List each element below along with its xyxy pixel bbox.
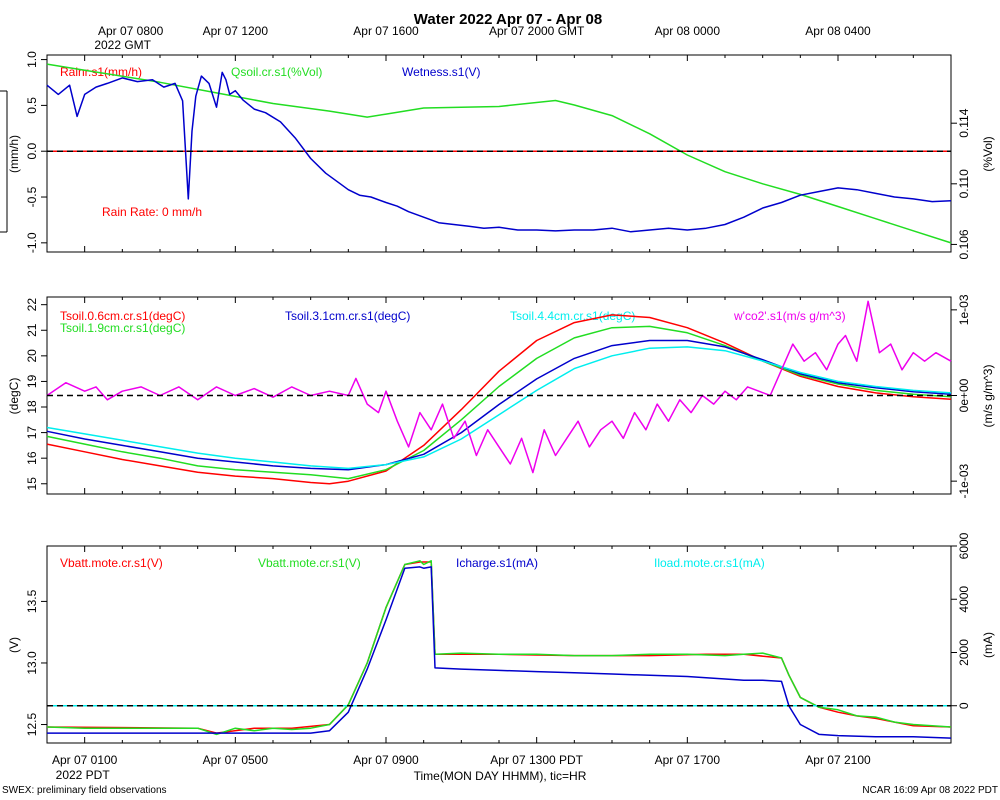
right-tick-label: 0 xyxy=(957,702,971,709)
x-axis-label: Time(MON DAY HHMM), tic=HR xyxy=(414,769,587,783)
left-tick-label: -1.0 xyxy=(25,232,39,253)
panel-power: Vbatt.mote.cr.s1(V) Vbatt.mote.cr.s1(V) … xyxy=(7,532,995,744)
legend-icharge: Icharge.s1(mA) xyxy=(456,556,538,570)
bottom-tick-sublabel: 2022 PDT xyxy=(56,768,111,782)
footer-left: SWEX: preliminary field observations xyxy=(2,785,167,796)
left-tick-label: 12.5 xyxy=(25,713,39,737)
panel-soil-temperature: Tsoil.0.6cm.cr.s1(degC) Tsoil.1.9cm.cr.s… xyxy=(7,294,995,498)
top-tick-label: Apr 08 0000 xyxy=(655,24,721,38)
series-line-1-3 xyxy=(46,346,952,470)
bottom-tick-label: Apr 07 0500 xyxy=(203,753,269,767)
legend-vbatt-green: Vbatt.mote.cr.s1(V) xyxy=(258,556,361,570)
series-line-1-0 xyxy=(46,314,952,485)
series-line-2-1 xyxy=(46,560,952,736)
series-line-0-2 xyxy=(46,71,952,233)
right-tick-label: 1e-03 xyxy=(957,294,971,325)
chart-title: Water 2022 Apr 07 - Apr 08 xyxy=(414,11,602,28)
left-edge-mark xyxy=(0,90,8,233)
top-tick-sublabel: 2022 GMT xyxy=(94,38,151,52)
bottom-tick-label: Apr 07 1700 xyxy=(655,753,721,767)
bottom-tick-label: Apr 07 1300 PDT xyxy=(490,753,583,767)
left-tick-label: 20 xyxy=(25,349,39,363)
panel-power-right-label: (mA) xyxy=(981,632,995,658)
series-line-0-1 xyxy=(46,63,952,244)
legend-wetness: Wetness.s1(V) xyxy=(402,65,480,79)
left-tick-label: 22 xyxy=(25,298,39,312)
legend-iload: Iload.mote.cr.s1(mA) xyxy=(654,556,765,570)
left-tick-label: 1.0 xyxy=(25,51,39,68)
panel-water: Rainr.s1(mm/h) Qsoil.cr.s1(%Vol) Wetness… xyxy=(7,51,995,260)
footer-right: NCAR 16:09 Apr 08 2022 PDT xyxy=(862,785,998,796)
top-tick-label: Apr 07 0800 xyxy=(98,24,164,38)
left-tick-label: -0.5 xyxy=(25,186,39,207)
right-tick-label: 0.110 xyxy=(957,169,971,198)
legend-tsoil-0-6: Tsoil.0.6cm.cr.s1(degC) xyxy=(60,309,185,323)
left-tick-label: 18 xyxy=(25,400,39,414)
legend-qsoil: Qsoil.cr.s1(%Vol) xyxy=(231,65,322,79)
rain-rate-annotation: Rain Rate: 0 mm/h xyxy=(102,205,202,219)
series-line-2-2 xyxy=(47,566,952,739)
right-tick-label: 6000 xyxy=(957,532,971,559)
bottom-tick-label: Apr 07 0100 xyxy=(52,753,118,767)
legend-wco2: w'co2'.s1(m/s g/m^3) xyxy=(733,309,846,323)
left-tick-label: 0.0 xyxy=(25,143,39,160)
series-line-1-1 xyxy=(46,325,952,480)
panel-power-left-label: (V) xyxy=(7,637,21,653)
series-line-1-2 xyxy=(46,339,952,471)
left-tick-label: 15 xyxy=(25,477,39,491)
left-tick-label: 13.5 xyxy=(25,589,39,613)
bottom-tick-label: Apr 07 0900 xyxy=(353,753,419,767)
right-tick-label: 0e+00 xyxy=(957,378,971,412)
left-tick-label: 21 xyxy=(25,323,39,337)
bottom-tick-label: Apr 07 2100 xyxy=(805,753,871,767)
top-tick-label: Apr 07 1600 xyxy=(353,24,419,38)
panel-soil-left-label: (degC) xyxy=(7,378,21,415)
left-tick-label: 19 xyxy=(25,374,39,388)
top-tick-label: Apr 07 2000 GMT xyxy=(489,24,585,38)
right-tick-label: 0.114 xyxy=(957,108,971,137)
legend-tsoil-4-4: Tsoil.4.4cm.cr.s1(degC) xyxy=(510,309,635,323)
left-tick-label: 17 xyxy=(25,426,39,440)
left-tick-label: 13.0 xyxy=(25,651,39,675)
legend-tsoil-3-1: Tsoil.3.1cm.cr.s1(degC) xyxy=(285,309,410,323)
right-tick-label: 2000 xyxy=(957,639,971,666)
legend-tsoil-1-9: Tsoil.1.9cm.cr.s1(degC) xyxy=(60,321,185,335)
panel-water-right-label: (%Vol) xyxy=(981,136,995,171)
series-line-1-4 xyxy=(46,300,952,474)
panel-water-left-label: (mm/h) xyxy=(7,135,21,173)
legend-vbatt-red: Vbatt.mote.cr.s1(V) xyxy=(60,556,163,570)
right-tick-label: 4000 xyxy=(957,586,971,613)
right-tick-label: 0.106 xyxy=(957,229,971,259)
right-tick-label: -1e-03 xyxy=(957,463,971,498)
top-tick-label: Apr 07 1200 xyxy=(203,24,269,38)
panel-soil-right-label: (m/s g/m^3) xyxy=(981,365,995,428)
left-tick-label: 16 xyxy=(25,451,39,465)
top-tick-label: Apr 08 0400 xyxy=(805,24,871,38)
left-tick-label: 0.5 xyxy=(25,97,39,114)
